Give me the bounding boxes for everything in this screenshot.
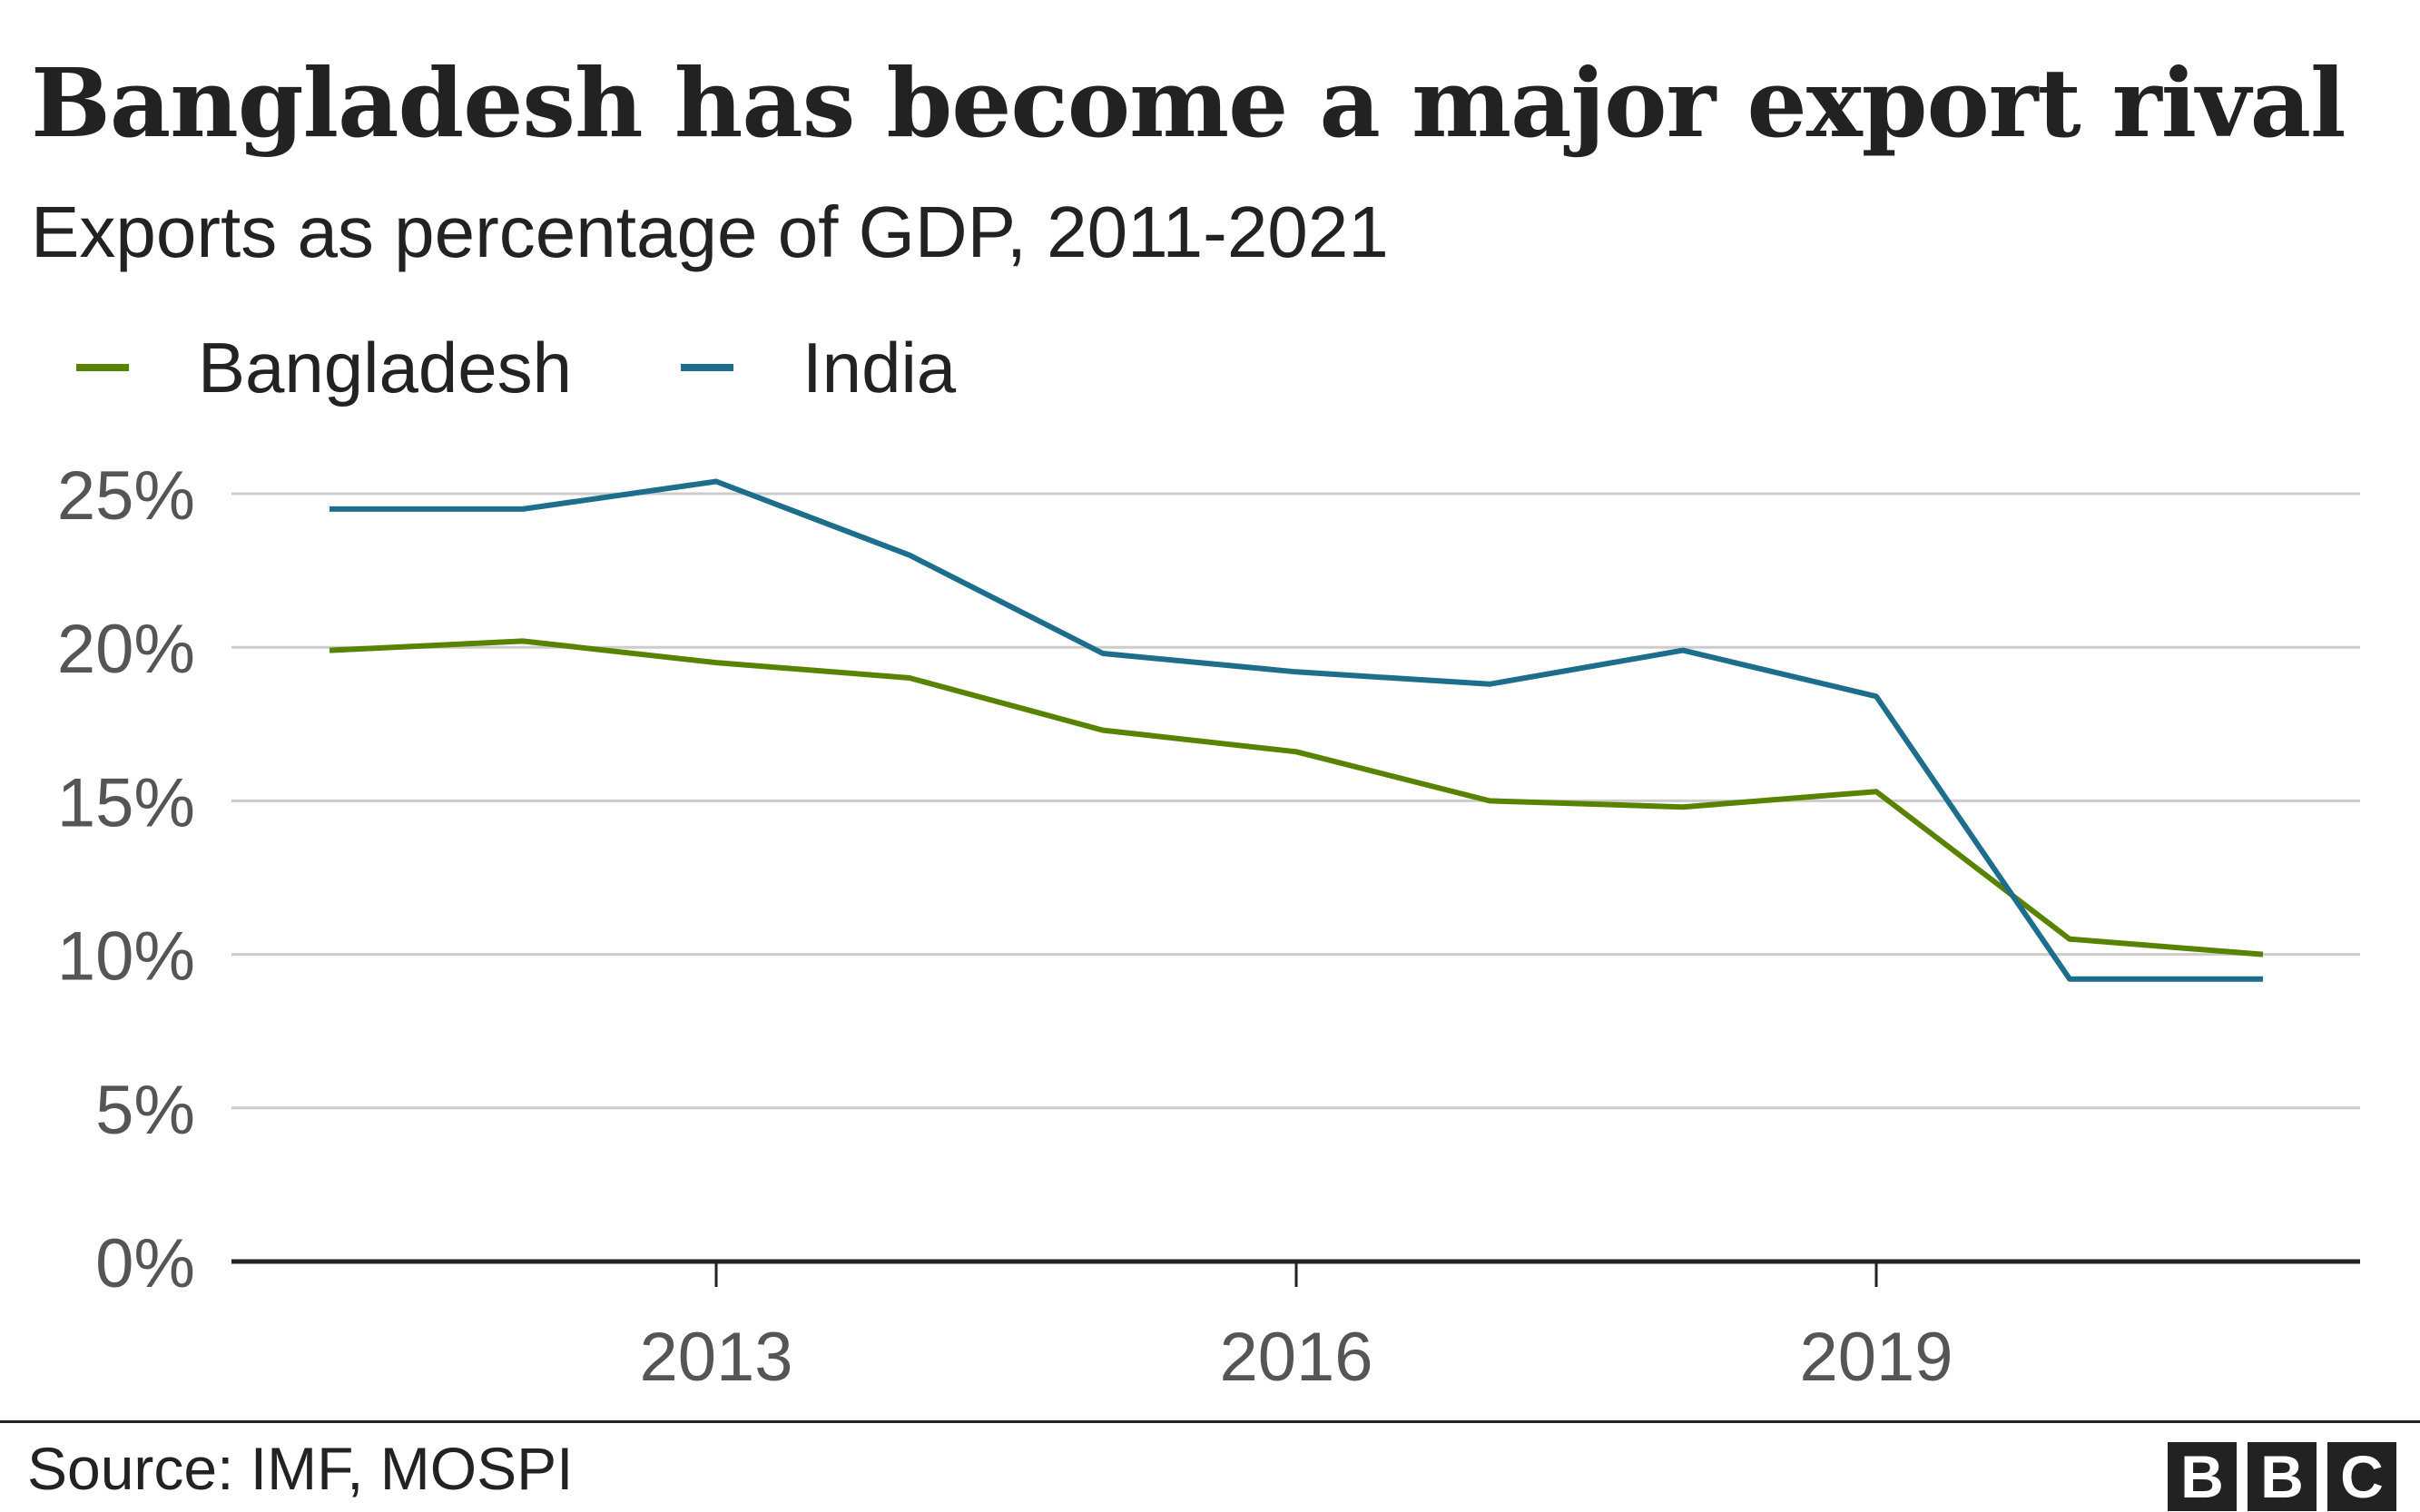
legend-label-bangladesh: Bangladesh (198, 327, 573, 407)
footer-divider (0, 1420, 2420, 1423)
y-tick-label: 10% (57, 918, 195, 996)
x-tick-label: 2016 (1219, 1319, 1372, 1396)
line-chart: 0% 5% 10% 15% 20% 25% 2013 2016 2019 (57, 457, 2360, 1396)
bbc-logo: B B C (2157, 1442, 2396, 1511)
y-tick-label: 15% (57, 764, 195, 841)
legend-label-india: India (802, 327, 957, 407)
x-tick-label: 2013 (639, 1319, 792, 1396)
bbc-logo-letter: B (2168, 1442, 2237, 1511)
bbc-logo-letter: C (2327, 1442, 2396, 1511)
series-line-india (330, 478, 2263, 982)
bbc-logo-letter: B (2248, 1442, 2317, 1511)
source-note: Source: IMF, MOSPI (27, 1435, 574, 1502)
legend-swatch-india (681, 364, 734, 371)
y-tick-label: 0% (95, 1225, 195, 1302)
chart-title: Bangladesh has become a major export riv… (31, 47, 2346, 159)
x-tick-label: 2019 (1799, 1319, 1953, 1396)
legend-item-bangladesh: Bangladesh (31, 327, 572, 409)
legend-item-india: India (637, 327, 956, 409)
legend: Bangladesh India (31, 322, 1021, 413)
y-tick-label: 20% (57, 611, 195, 688)
y-tick-label: 25% (57, 457, 195, 535)
chart-subtitle: Exports as percentage of GDP, 2011-2021 (31, 191, 1389, 272)
y-tick-label: 5% (95, 1072, 195, 1149)
series-line-bangladesh (329, 638, 2264, 957)
legend-swatch-bangladesh (76, 364, 129, 371)
